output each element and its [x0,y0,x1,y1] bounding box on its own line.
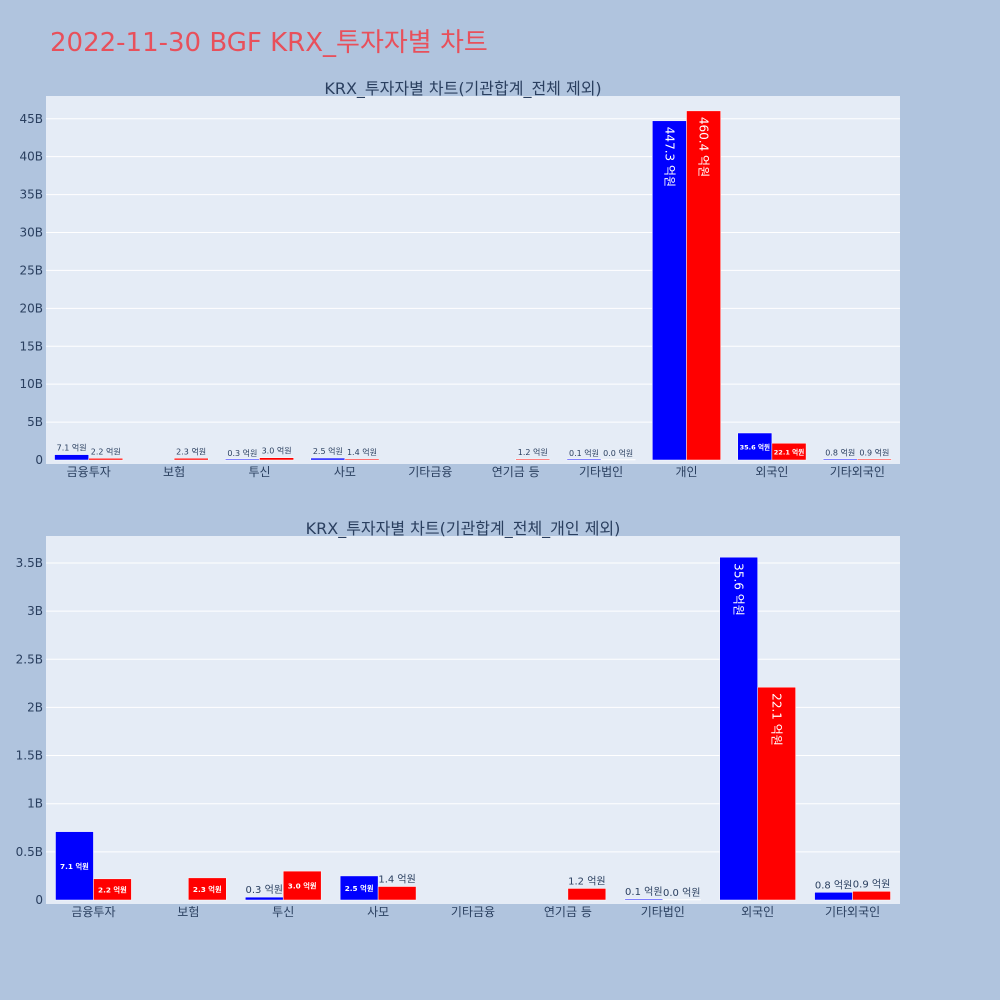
y-tick-label: 40B [19,150,43,164]
data-label: 0.0 억원 [663,887,700,899]
x-tick-label: 기타외국인 [825,905,880,919]
data-label: 1.4 억원 [347,447,377,457]
data-label: 7.1 억원 [57,443,87,453]
y-tick-label: 1.5B [16,749,43,763]
bar [344,458,380,461]
data-label: 2.3 억원 [176,446,206,456]
y-tick-label: 2.5B [16,652,43,666]
data-label: 0.3 억원 [246,884,283,896]
x-tick-label: 기타외국인 [830,465,885,479]
chart-title: KRX_투자자별 차트(기관합계_전체 제외) [324,79,601,99]
bar [93,878,132,901]
x-tick-label: 금융투자 [67,465,111,479]
y-tick-label: 20B [19,301,43,315]
bar [377,886,417,901]
y-tick-label: 30B [19,226,43,240]
data-label: 0.8 억원 [815,879,852,891]
x-tick-label: 연기금 등 [492,465,540,479]
data-label: 1.4 억원 [378,874,415,886]
bar [88,458,124,461]
data-label: 447.3 억원 [662,127,676,187]
data-label: 0.9 억원 [853,878,890,890]
y-tick-label: 1B [27,797,43,811]
bar [259,457,294,461]
data-label: 3.0 억원 [262,446,292,456]
data-label: 1.2 억원 [518,447,548,457]
bar [173,458,209,461]
data-label: 22.1 억원 [774,448,804,457]
plot-area [46,96,900,464]
x-tick-label: 연기금 등 [544,905,592,919]
bar [624,898,664,901]
data-label: 460.4 억원 [697,117,711,177]
x-tick-label: 사모 [334,465,356,479]
bar [245,896,284,901]
x-tick-label: 기타법인 [579,465,623,479]
bar [282,870,322,901]
bar [567,888,607,901]
data-label: 0.1 억원 [569,448,599,458]
x-tick-label: 외국인 [741,905,774,919]
y-tick-label: 0 [35,893,43,907]
y-tick-label: 10B [19,377,43,391]
data-label: 35.6 억원 [732,563,746,616]
bar [188,877,227,901]
data-label: 0.3 억원 [227,448,257,458]
data-label: 2.5 억원 [345,884,374,893]
bar [600,459,636,461]
y-tick-label: 15B [19,339,43,353]
x-tick-label: 금융투자 [71,905,115,919]
data-label: 2.5 억원 [313,446,343,456]
y-tick-label: 0.5B [16,845,43,859]
data-label: 3.0 억원 [288,882,317,891]
y-tick-label: 0 [35,453,43,467]
data-label: 2.3 억원 [193,885,222,894]
chart-title: KRX_투자자별 차트(기관합계_전체_개인 제외) [306,519,621,539]
data-label: 35.6 억원 [740,443,770,452]
data-label: 0.9 억원 [859,447,889,457]
data-label: 2.2 억원 [91,446,121,456]
bar [757,686,796,901]
y-tick-label: 5B [27,415,43,429]
bar [814,892,853,901]
data-label: 22.1 억원 [770,693,784,746]
x-tick-label: 기타법인 [641,905,685,919]
y-tick-label: 2B [27,700,43,714]
x-tick-label: 개인 [675,465,697,479]
x-tick-label: 투신 [272,905,294,919]
bar [852,891,891,901]
data-label: 1.2 억원 [568,875,605,887]
data-label: 0.8 억원 [825,447,855,457]
data-label: 0.0 억원 [603,448,633,458]
y-tick-label: 3.5B [16,556,43,570]
y-tick-label: 35B [19,188,43,202]
bar [771,442,807,461]
bar [54,454,89,461]
x-tick-label: 사모 [367,905,389,919]
x-tick-label: 보험 [163,465,185,479]
data-label: 0.1 억원 [625,886,662,898]
bar [662,899,701,901]
data-label: 2.2 억원 [98,885,127,894]
y-tick-label: 45B [19,112,43,126]
x-tick-label: 기타금융 [408,465,452,479]
bar [857,458,892,461]
bar [339,875,379,901]
bar [686,110,721,461]
x-tick-label: 보험 [177,905,199,919]
x-tick-label: 기타금융 [451,905,495,919]
data-label: 7.1 억원 [60,862,89,871]
page-title: 2022-11-30 BGF KRX_투자자별 차트 [50,28,488,58]
y-tick-label: 25B [19,263,43,277]
bar [737,432,773,461]
x-tick-label: 투신 [248,465,270,479]
bar [719,556,758,901]
y-tick-label: 3B [27,604,43,618]
bar [55,831,94,901]
bar [515,458,551,461]
x-tick-label: 외국인 [755,465,788,479]
